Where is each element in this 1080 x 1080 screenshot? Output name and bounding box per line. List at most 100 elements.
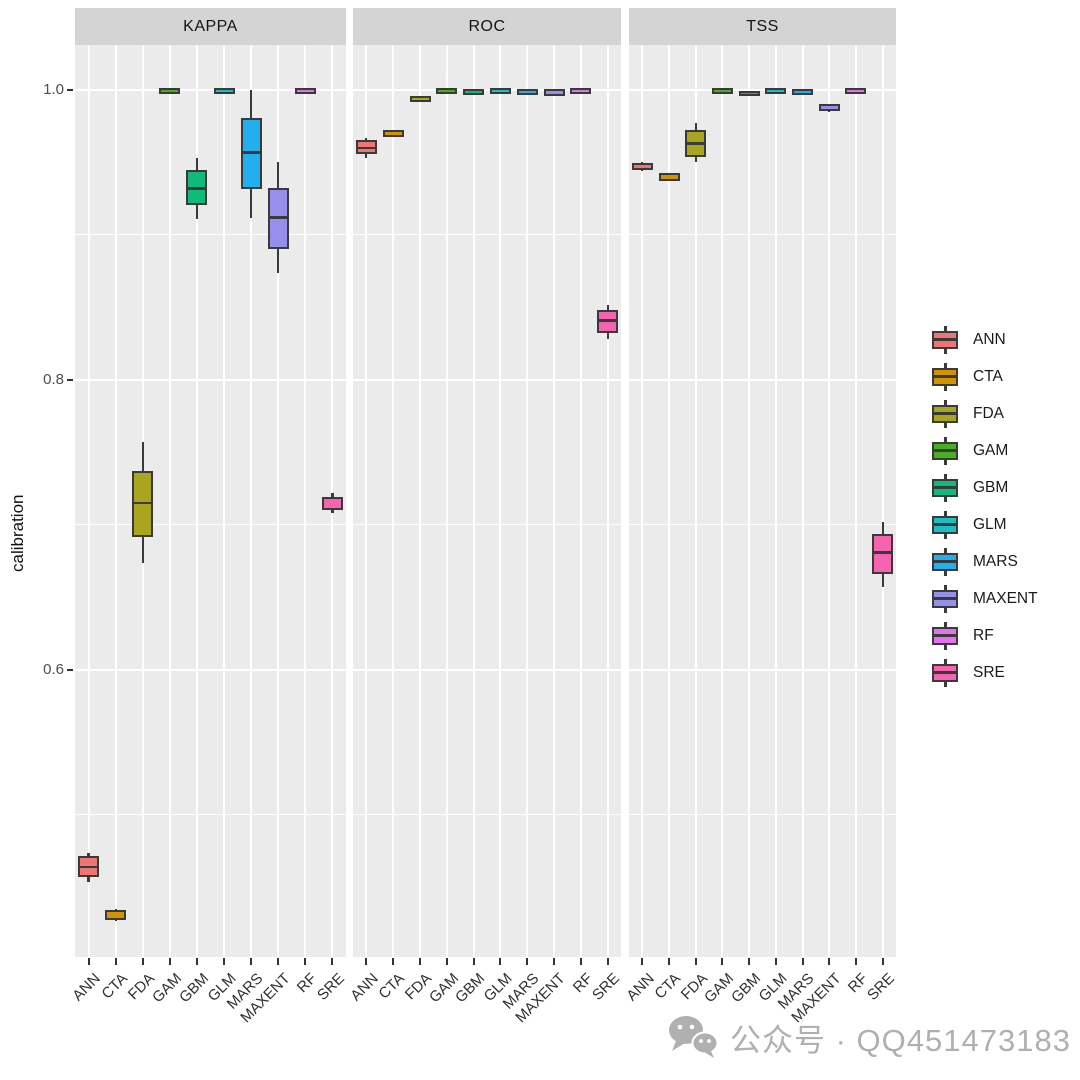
legend-label-FDA: FDA — [973, 404, 1004, 422]
x-tick-ROC-MAXENT — [553, 958, 555, 965]
x-tick-ROC-RF — [579, 958, 582, 965]
legend-label-RF: RF — [973, 626, 994, 644]
gridline-vertical — [195, 45, 198, 957]
gridline-vertical — [304, 45, 307, 957]
boxplot-box-TSS-ANN — [631, 163, 653, 171]
x-tick-label-ROC-ANN: ANN — [347, 970, 382, 1005]
gridline-minor — [629, 234, 896, 236]
legend-item-MAXENT: MAXENT — [930, 580, 1038, 617]
x-tick-TSS-MARS — [801, 958, 804, 965]
y-tick-label-1.0: 1.0 — [43, 80, 64, 98]
x-tick-ROC-ANN — [365, 958, 368, 965]
gridline-major — [353, 668, 621, 671]
gridline-minor — [75, 524, 346, 526]
x-tick-TSS-RF — [854, 958, 857, 965]
legend-item-SRE: SRE — [930, 654, 1038, 691]
x-tick-ROC-MARS — [526, 958, 529, 965]
boxplot-median-KAPPA-FDA — [134, 501, 152, 505]
legend-label-SRE: SRE — [973, 663, 1005, 681]
legend-key-whisker-top — [943, 473, 947, 479]
gridline-vertical — [828, 45, 831, 957]
gridline-minor — [75, 234, 346, 236]
gridline-vertical — [694, 45, 697, 957]
gridline-vertical — [579, 45, 582, 957]
gridline-vertical — [854, 45, 857, 957]
legend-label-ANN: ANN — [973, 330, 1006, 348]
legend-key-whisker-top — [943, 325, 947, 331]
gridline-vertical — [277, 45, 280, 957]
legend-key-whisker-bottom — [943, 533, 947, 539]
gridline-vertical — [606, 45, 609, 957]
x-tick-KAPPA-ANN — [87, 958, 90, 965]
gridline-minor — [629, 814, 896, 816]
watermark-text: 公众号 · QQ451473183 — [730, 1022, 1071, 1058]
legend-item-GBM: GBM — [930, 469, 1038, 506]
facet-panel-TSS: ANN CTA FDA GAM GBM GLM MARS MAXENT RF SRE — [623, 45, 898, 1026]
legend-key-ANN-boxplot-icon — [930, 325, 960, 354]
legend-key-median — [934, 338, 956, 341]
gridline-minor — [353, 234, 621, 236]
legend-key-whisker-top — [943, 362, 947, 368]
y-tick-mark — [67, 378, 73, 381]
boxplot-median-TSS-FDA — [687, 142, 705, 145]
facet-strip-ROC: ROC — [353, 8, 621, 45]
gridline-vertical — [168, 45, 171, 957]
facet-panel-KAPPA: ANN CTA FDA GAM GBM GLM MARS MAXENT RF SRE — [69, 45, 347, 1026]
boxplot-box-TSS-MAXENT — [818, 103, 840, 111]
legend-key-SRE-boxplot-icon — [930, 658, 960, 687]
legend-key-whisker-bottom — [943, 607, 947, 613]
legend-label-MARS: MARS — [973, 552, 1018, 570]
boxplot-box-ROC-GAM — [436, 87, 458, 94]
x-tick-KAPPA-FDA — [141, 958, 144, 965]
x-tick-label-KAPPA-GAM: GAM — [148, 970, 185, 1007]
x-tick-label-ROC-CTA: CTA — [375, 970, 409, 1003]
gridline-minor — [353, 814, 621, 816]
x-tick-KAPPA-SRE — [331, 958, 334, 965]
x-tick-TSS-SRE — [881, 958, 884, 965]
boxplot-median-KAPPA-GBM — [188, 187, 206, 190]
x-tick-ROC-GAM — [445, 958, 448, 965]
gridline-vertical — [748, 45, 751, 957]
boxplot-box-KAPPA-GLM — [213, 87, 235, 94]
boxplot-box-ROC-RF — [570, 87, 592, 94]
legend-key-GBM-boxplot-icon — [930, 473, 960, 502]
legend-label-GBM: GBM — [973, 478, 1009, 496]
boxplot-box-ROC-MAXENT — [543, 89, 565, 97]
legend-key-whisker-bottom — [943, 422, 947, 428]
gridline-major — [629, 88, 896, 91]
x-tick-label-ROC-GBM: GBM — [452, 970, 489, 1007]
legend-item-GLM: GLM — [930, 506, 1038, 543]
boxplot-box-ROC-CTA — [382, 129, 404, 138]
gridline-vertical — [472, 45, 475, 957]
x-tick-label-TSS-CTA: CTA — [651, 970, 685, 1003]
gridline-major — [75, 88, 346, 91]
gridline-major — [629, 668, 896, 671]
boxplot-box-TSS-GBM — [738, 90, 760, 97]
y-tick-label-0.8: 0.8 — [43, 370, 64, 388]
legend-key-whisker-top — [943, 436, 947, 442]
legend-item-RF: RF — [930, 617, 1038, 654]
gridline-vertical — [250, 45, 253, 957]
gridline-vertical — [419, 45, 421, 957]
x-tick-ROC-GLM — [499, 958, 502, 965]
boxplot-box-ROC-MARS — [516, 89, 538, 96]
x-tick-ROC-FDA — [419, 958, 421, 965]
boxplot-box-TSS-CTA — [658, 173, 680, 181]
gridline-vertical — [721, 45, 724, 957]
gridline-major — [75, 378, 346, 381]
gridline-vertical — [641, 45, 644, 957]
x-tick-TSS-MAXENT — [828, 958, 831, 965]
boxplot-box-TSS-MARS — [792, 89, 814, 96]
facet-strip-KAPPA: KAPPA — [75, 8, 346, 45]
legend-item-GAM: GAM — [930, 432, 1038, 469]
x-tick-label-TSS-GAM: GAM — [701, 970, 738, 1007]
x-tick-label-TSS-ANN: ANN — [622, 970, 658, 1005]
x-tick-label-KAPPA-ANN: ANN — [69, 970, 104, 1005]
facet-panel-ROC: ANN CTA FDA GAM GBM GLM MARS MAXENT RF SRE — [347, 45, 623, 1026]
legend-item-FDA: FDA — [930, 395, 1038, 432]
boxplot-median-KAPPA-ANN — [80, 865, 98, 869]
y-tick-mark — [67, 88, 73, 91]
gridline-major — [75, 668, 346, 671]
